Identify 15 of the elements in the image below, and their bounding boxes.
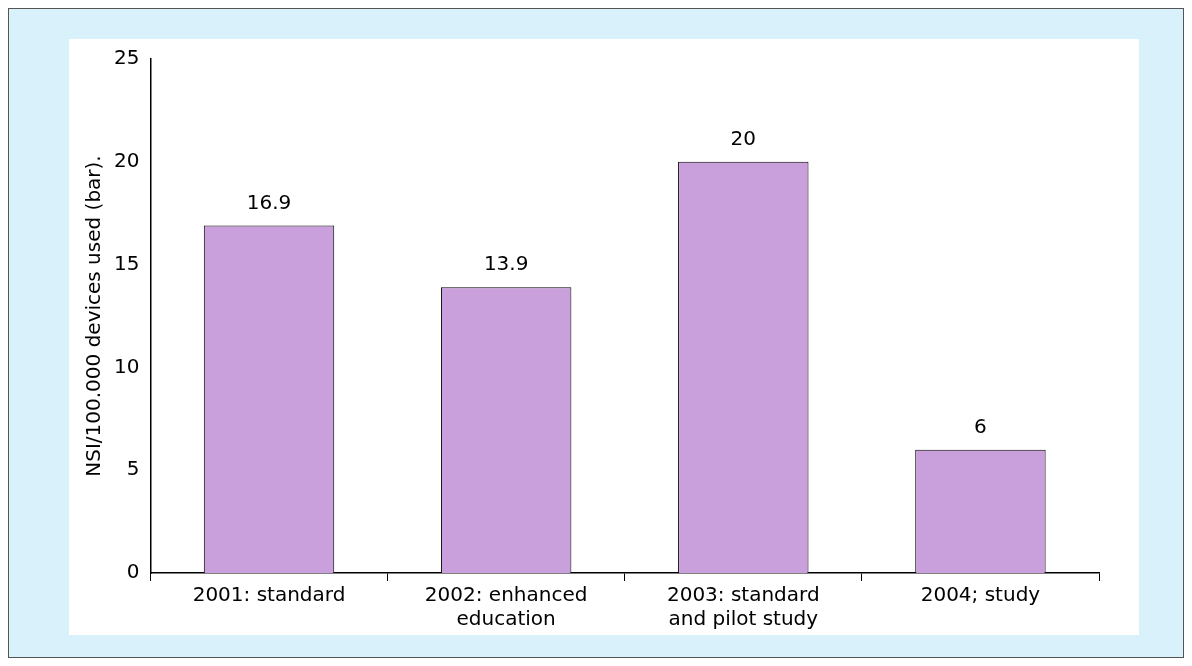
y-tick-label: 10 xyxy=(114,353,140,378)
y-tick-label: 25 xyxy=(114,45,140,70)
x-tick-label: 2003: standard and pilot study xyxy=(666,582,820,631)
y-tick-label: 20 xyxy=(114,148,140,172)
y-tick-label: 0 xyxy=(126,559,140,584)
data-label: 6 xyxy=(974,413,987,438)
y-axis-title: NSI/100.000 devices used (bar). xyxy=(81,155,106,477)
y-tick-label: 5 xyxy=(126,456,140,481)
x-tick-label: 2002: enhanced education xyxy=(424,582,588,631)
y-tick-label: 15 xyxy=(114,250,140,275)
x-tick-label: 2001: standard xyxy=(192,582,346,607)
x-tick-label: 2004; study xyxy=(920,582,1041,607)
data-label: 16.9 xyxy=(246,189,292,214)
data-label: 20 xyxy=(730,126,757,150)
data-label: 13.9 xyxy=(483,251,529,276)
